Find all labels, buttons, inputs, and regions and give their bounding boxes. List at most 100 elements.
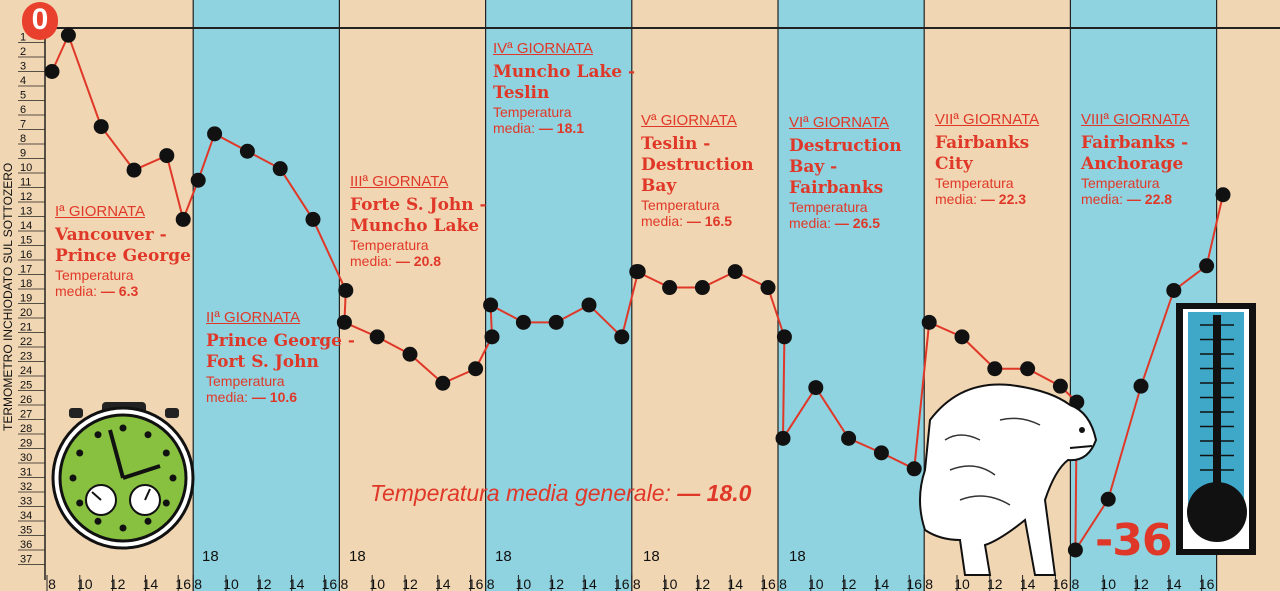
y-tick-label: 2 <box>20 46 26 58</box>
data-point <box>727 264 743 280</box>
x-tick-label: 12 <box>841 576 857 591</box>
data-point <box>402 346 418 362</box>
data-point <box>614 329 630 345</box>
x-tick-label: 10 <box>369 576 385 591</box>
x-tick-label: 16 <box>1053 576 1069 591</box>
x-tick-label: 8 <box>194 576 202 591</box>
data-point <box>126 162 142 178</box>
media-line: media: — 6.3 <box>55 283 138 299</box>
data-point <box>808 380 824 396</box>
x-tick-label: 14 <box>581 576 597 591</box>
temperature-label: Temperatura <box>935 175 1014 191</box>
x-tick-label: 16 <box>175 576 191 591</box>
y-tick-label: 23 <box>20 351 32 363</box>
x-tick-label: 12 <box>987 576 1003 591</box>
day-title: VIª GIORNATA <box>789 114 890 131</box>
overall-value: — 18.0 <box>677 480 752 506</box>
zero-marker: 0 <box>22 2 58 40</box>
temperature-series <box>44 27 1231 558</box>
temperature-label: Temperatura <box>1081 175 1160 191</box>
data-point <box>629 264 645 280</box>
media-value: — 10.6 <box>251 389 298 405</box>
data-point <box>60 27 76 43</box>
data-point <box>906 461 922 477</box>
overall-label: Temperatura media generale: <box>370 480 671 506</box>
x-tick-label: 14 <box>1020 576 1036 591</box>
day-average: Temperatura media: — 6.3 <box>55 267 138 299</box>
y-tick-label: 18 <box>20 278 32 290</box>
y-tick-label: 13 <box>20 206 32 218</box>
x-tick-label: 14 <box>435 576 451 591</box>
day-title: VIIª GIORNATA <box>935 111 1040 128</box>
data-point <box>954 329 970 345</box>
x-tick-label: 10 <box>662 576 678 591</box>
media-value: — 16.5 <box>686 213 733 229</box>
media-prefix: media: <box>493 120 539 136</box>
x-tick-label: 16 <box>760 576 776 591</box>
data-point <box>44 64 60 79</box>
media-line: media: — 10.6 <box>206 389 297 405</box>
day-stripes <box>47 0 1280 591</box>
data-point <box>369 329 385 345</box>
data-point <box>175 211 191 227</box>
y-tick-label: 15 <box>20 235 32 247</box>
x-tick-label: 14 <box>1166 576 1182 591</box>
x-tick-label: 14 <box>289 576 305 591</box>
day-title: Vª GIORNATA <box>641 112 737 129</box>
x-tick-label: 10 <box>516 576 532 591</box>
y-axis-title: TERMOMETRO INCHIODATO SUL SOTTOZERO <box>1 162 15 431</box>
data-point <box>207 126 223 142</box>
y-tick-label: 21 <box>20 322 32 334</box>
media-value: — 18.1 <box>538 120 585 136</box>
y-tick-label: 31 <box>20 467 32 479</box>
data-point <box>1020 361 1036 377</box>
data-point <box>581 297 597 313</box>
hour-18-label: 18 <box>202 548 219 565</box>
media-prefix: media: <box>55 283 101 299</box>
media-value: — 22.8 <box>1126 191 1173 207</box>
y-tick-label: 30 <box>20 452 32 464</box>
day-average: Temperatura media: — 10.6 <box>206 373 297 405</box>
data-point <box>336 314 352 330</box>
day-title: VIIIª GIORNATA <box>1081 111 1190 128</box>
x-tick-label: 16 <box>468 576 484 591</box>
x-tick-label: 12 <box>402 576 418 591</box>
day-route: Fairbanks City <box>935 133 1030 174</box>
y-tick-label: 7 <box>20 119 26 131</box>
day-title: IIª GIORNATA <box>206 309 301 326</box>
x-tick-label: 12 <box>1133 576 1149 591</box>
day-route: Forte S. John - Muncho Lake <box>350 195 487 236</box>
y-tick-label: 19 <box>20 293 32 305</box>
x-tick-label: 16 <box>906 576 922 591</box>
day-route: Teslin - Destruction Bay <box>641 134 754 196</box>
data-point <box>987 361 1003 377</box>
x-tick-label: 8 <box>633 576 641 591</box>
day-route: Fairbanks - Anchorage <box>1081 133 1189 174</box>
y-tick-label: 3 <box>20 61 26 73</box>
day-average: Temperatura media: — 22.3 <box>935 175 1026 207</box>
day-stripe <box>339 0 486 591</box>
media-value: — 22.3 <box>980 191 1027 207</box>
polar-bear-image <box>919 383 1098 576</box>
y-tick-label: 29 <box>20 438 32 450</box>
x-tick-label: 16 <box>1199 576 1215 591</box>
day-route: Vancouver - Prince George <box>55 225 191 266</box>
x-tick-label: 10 <box>223 576 239 591</box>
y-tick-label: 11 <box>20 177 31 189</box>
data-point <box>272 161 288 177</box>
data-point <box>1166 282 1182 298</box>
data-point <box>921 314 937 330</box>
x-tick-label: 8 <box>779 576 787 591</box>
y-tick-label: 36 <box>20 539 32 551</box>
y-tick-label: 34 <box>20 510 32 522</box>
x-tick-label: 10 <box>77 576 93 591</box>
media-value: — 6.3 <box>100 283 139 299</box>
x-tick-label: 16 <box>322 576 338 591</box>
thermometer-icon <box>1176 303 1256 555</box>
media-prefix: media: <box>206 389 252 405</box>
day-title: IIIª GIORNATA <box>350 173 449 190</box>
media-prefix: media: <box>350 253 396 269</box>
data-point <box>305 211 321 227</box>
hour-18-label: 18 <box>789 548 806 565</box>
x-tick-label: 16 <box>614 576 630 591</box>
